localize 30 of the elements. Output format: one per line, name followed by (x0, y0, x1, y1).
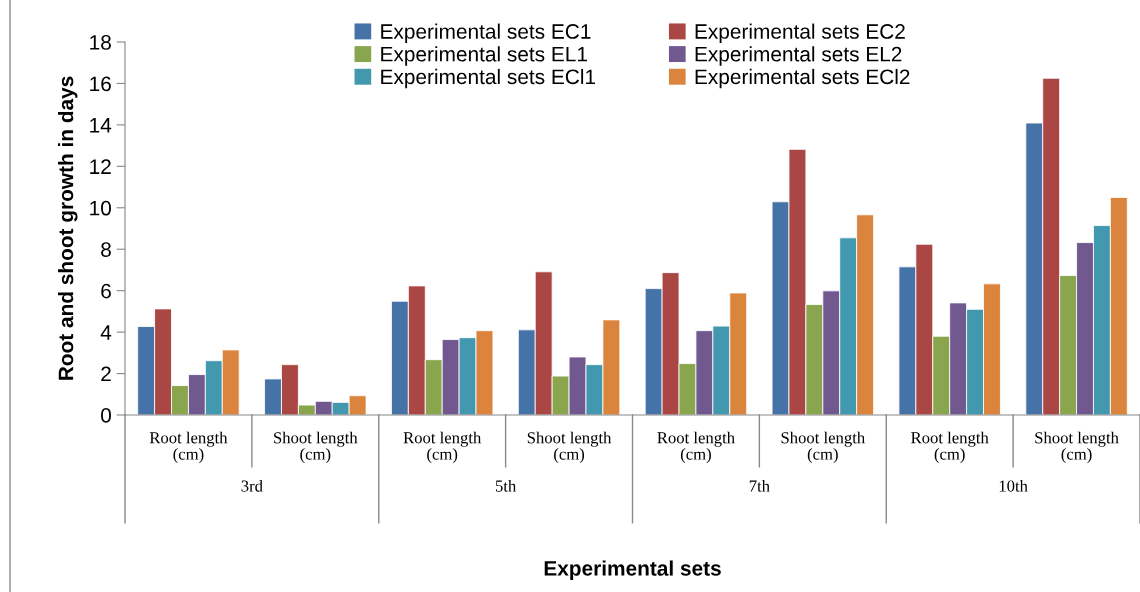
x-tick-label: Shoot length (cm) (1035, 431, 1119, 464)
legend-label: Experimental sets EL1 (381, 46, 587, 66)
y-axis-title: Root and shoot growth in days (58, 76, 78, 380)
y-tick-label: 18 (90, 35, 111, 50)
x-tick-label: Root length (cm) (403, 431, 482, 464)
legend-label: Experimental sets EC1 (381, 23, 591, 43)
legend-label: Experimental sets ECl1 (381, 68, 596, 89)
y-tick-label: 0 (101, 408, 111, 423)
y-tick-label: 16 (90, 76, 111, 92)
text: 7th (749, 479, 770, 492)
legend-label: Experimental sets EC2 (695, 23, 905, 43)
y-tick-label: 14 (90, 118, 112, 133)
y-tick-label: 4 (100, 325, 112, 340)
x-tick-label: Shoot length (cm) (527, 431, 612, 464)
x-axis-title: Experimental sets (544, 560, 721, 580)
text: 10th (999, 479, 1028, 492)
legend-label: Experimental sets ECl2 (695, 68, 910, 89)
y-tick-label: 12 (90, 159, 111, 174)
y-tick-label: 8 (101, 242, 111, 257)
x-tick-label: Root length (cm) (149, 431, 228, 464)
text: 3rd (241, 479, 263, 492)
x-tick-label: Root length (cm) (657, 431, 735, 464)
y-tick-label: 6 (101, 283, 111, 299)
x-tick-label: Root length (cm) (911, 431, 989, 464)
y-tick-label: 2 (101, 366, 111, 382)
legend-label: Experimental sets EL2 (695, 46, 902, 66)
x-tick-label: Shoot length (cm) (274, 431, 358, 464)
y-tick-label: 10 (90, 200, 111, 216)
text: 5th (495, 479, 517, 492)
x-tick-label: Shoot length (cm) (781, 431, 865, 464)
